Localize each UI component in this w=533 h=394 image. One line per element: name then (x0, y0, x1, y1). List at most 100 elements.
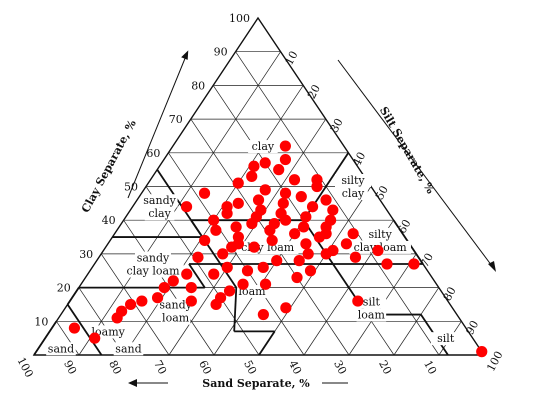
grid-line-silt-30 (168, 118, 327, 356)
data-point (279, 153, 292, 166)
data-point (288, 174, 301, 186)
silt-tick-label: 10 (282, 49, 300, 67)
clay-tick-label: 30 (79, 248, 93, 261)
data-point (273, 164, 285, 176)
class-label-sandy-clay-loam: clay loam (126, 265, 180, 278)
data-point (68, 322, 81, 334)
data-point (266, 234, 278, 247)
data-point (279, 140, 291, 152)
data-point (241, 265, 254, 277)
silt-tick-label: 30 (328, 116, 346, 134)
class-label-bg (46, 342, 76, 356)
class-boundary (66, 303, 103, 356)
data-point (246, 217, 258, 230)
class-label-sand: sand (48, 342, 74, 355)
class-label-silt-loam: silt (363, 295, 381, 308)
silt-axis-label: Silt Separate, % (377, 105, 438, 197)
data-point (302, 248, 314, 260)
data-points (68, 140, 488, 358)
data-point (320, 194, 332, 206)
data-point (340, 238, 353, 250)
class-label-sandy-clay-loam: sandy (137, 252, 170, 265)
silt-tick-label: 40 (350, 150, 368, 168)
data-point (320, 228, 332, 240)
data-point (311, 180, 323, 193)
data-point (198, 187, 211, 199)
clay-tick-label: 20 (57, 282, 71, 295)
class-label-silty-clay: clay (342, 187, 365, 200)
data-point (151, 292, 164, 304)
data-point (381, 258, 393, 270)
data-point (280, 302, 292, 314)
class-label-bg (356, 308, 387, 322)
class-boundary (258, 330, 276, 356)
data-point (300, 238, 312, 250)
clay-tick-label: 70 (169, 113, 183, 126)
data-point (259, 157, 271, 169)
data-point (298, 221, 310, 233)
data-point (248, 241, 260, 253)
class-label-bg (362, 227, 399, 241)
data-point (89, 332, 101, 344)
silt-tick-label: 60 (395, 217, 413, 235)
data-point (372, 244, 384, 257)
grid-line-silt-80 (393, 287, 440, 356)
data-point (136, 295, 148, 307)
data-point (158, 282, 170, 294)
class-label-bg (113, 342, 144, 356)
sand-tick-label: 80 (106, 358, 124, 376)
data-point (111, 312, 123, 324)
class-boundary (33, 320, 58, 356)
silt-axis-arrow (337, 59, 496, 272)
clay-tick-label: 10 (34, 315, 48, 328)
data-point (230, 221, 242, 233)
sand-tick-label: 50 (241, 358, 259, 376)
data-point (185, 295, 197, 307)
class-label-sandy-clay: sandy (143, 194, 176, 207)
silt-tick-label: 70 (418, 251, 436, 269)
class-label-silt: silt (437, 332, 455, 345)
data-point (271, 255, 283, 267)
sand-tick-label: 30 (331, 358, 349, 376)
class-boundary (233, 287, 238, 332)
data-point (208, 268, 220, 280)
class-label-bg (248, 140, 278, 154)
data-point (277, 197, 289, 209)
data-point (257, 261, 269, 273)
class-label-silty-clay-loam: silty (368, 228, 392, 241)
class-label-sand-sand: sand (115, 342, 141, 355)
silt-tick-label: 80 (441, 285, 459, 303)
silt-tick-label: 20 (305, 83, 323, 101)
data-point (223, 285, 236, 297)
clay-tick-label: 50 (124, 181, 138, 194)
clay-tick-label: 40 (102, 214, 116, 227)
class-label-bg (338, 187, 368, 200)
sand-tick-label: 90 (61, 358, 79, 376)
data-point (320, 248, 332, 260)
data-point (237, 278, 249, 290)
clay-tick-label: 60 (146, 147, 160, 160)
axis-ticks: 1020304050607080901001020304050607080901… (14, 12, 505, 380)
data-point (252, 194, 265, 206)
data-point (291, 271, 303, 284)
data-point (181, 268, 193, 280)
data-point (221, 261, 233, 273)
data-point (259, 278, 272, 290)
sand-axis-label: Sand Separate, % (202, 377, 310, 390)
data-point (347, 228, 359, 240)
data-point (352, 295, 364, 307)
class-boundary (188, 263, 206, 289)
clay-tick-label: 100 (229, 12, 250, 25)
class-label-sandy-loam: loam (162, 312, 190, 325)
sand-tick-label: 100 (14, 355, 35, 380)
data-point (208, 214, 220, 226)
class-label-bg (122, 264, 184, 278)
class-label-bg (157, 298, 194, 312)
data-point (232, 177, 244, 189)
class-label-bg (141, 194, 178, 208)
class-label-sandy-clay: clay (148, 207, 171, 220)
data-point (167, 275, 179, 287)
data-point (210, 298, 222, 311)
data-point (295, 191, 307, 203)
data-point (257, 308, 269, 321)
